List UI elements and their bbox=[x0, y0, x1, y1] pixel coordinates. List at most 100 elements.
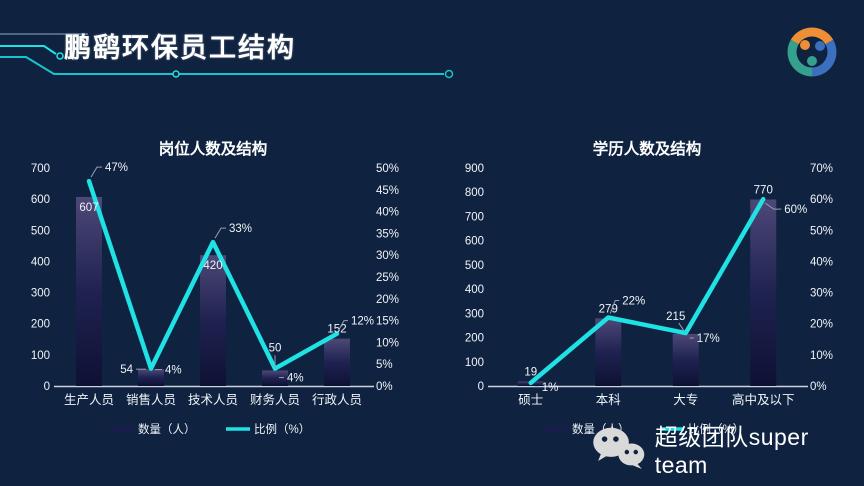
left-axis-tick: 600 bbox=[31, 194, 50, 206]
category-label: 本科 bbox=[596, 393, 622, 407]
left-axis-tick: 500 bbox=[465, 260, 484, 272]
right-axis-tick: 0% bbox=[376, 381, 393, 393]
bar bbox=[200, 255, 226, 386]
line-series bbox=[86, 178, 340, 371]
leader-line bbox=[338, 320, 348, 330]
left-axis-tick: 0 bbox=[44, 381, 50, 393]
right-axis-tick: 60% bbox=[810, 194, 833, 206]
watermark-text: 超级团队super team bbox=[654, 423, 809, 478]
leader-line bbox=[678, 322, 686, 333]
left-axis-tick: 400 bbox=[31, 256, 50, 268]
left-axis-tick: 300 bbox=[465, 308, 484, 320]
logo-arc-teal bbox=[787, 39, 813, 77]
line-value-label: 47% bbox=[105, 162, 128, 174]
leader-line bbox=[764, 202, 782, 210]
bar bbox=[138, 369, 164, 386]
axis-ticks: 0 100 200 300 400 500 600 700 800 900 0% 10% 20% 30% 4… bbox=[465, 163, 833, 393]
left-axis-tick: 600 bbox=[465, 236, 484, 248]
right-axis-tick: 40% bbox=[376, 207, 399, 219]
right-axis-tick: 10% bbox=[376, 337, 399, 349]
left-axis-tick: 700 bbox=[31, 163, 50, 175]
bar bbox=[324, 338, 350, 386]
bar-value-label: 607 bbox=[79, 202, 98, 214]
chart-svg: 岗位人数及结构 0 100 200 300 400 500 600 700 0% 5% 10% 15% 2… bbox=[31, 139, 399, 436]
right-axis-tick: 25% bbox=[376, 272, 399, 284]
right-axis-tick: 15% bbox=[376, 316, 399, 328]
right-axis-tick: 50% bbox=[376, 163, 399, 175]
leader-line bbox=[90, 166, 102, 178]
category-label: 行政人员 bbox=[312, 393, 362, 407]
bar bbox=[595, 318, 622, 386]
right-axis-tick: 40% bbox=[810, 256, 833, 268]
watermark: 超级团队super team bbox=[590, 422, 864, 478]
left-axis-tick: 300 bbox=[31, 288, 50, 300]
right-axis-tick: 20% bbox=[810, 319, 833, 331]
line-value-label: 22% bbox=[622, 295, 645, 307]
bar-value-labels: 607 54 420 50 152 bbox=[79, 202, 346, 376]
left-axis-tick: 700 bbox=[465, 211, 484, 223]
bar-series bbox=[517, 199, 777, 386]
line-value-label: 4% bbox=[287, 373, 304, 385]
chart-svg: 学历人数及结构 0 100 200 300 400 500 600 700 800 900 0% 10%… bbox=[465, 139, 833, 436]
category-label: 生产人员 bbox=[64, 393, 114, 407]
right-axis-tick: 35% bbox=[376, 228, 399, 240]
right-axis-tick: 5% bbox=[376, 359, 393, 371]
bar-value-label: 54 bbox=[120, 364, 133, 376]
left-axis-tick: 200 bbox=[31, 319, 50, 331]
category-label: 销售人员 bbox=[126, 392, 176, 407]
category-label: 硕士 bbox=[518, 393, 543, 407]
right-axis-tick: 30% bbox=[376, 250, 399, 262]
legend-label-bar: 数量（人） bbox=[138, 422, 196, 436]
company-logo bbox=[787, 27, 837, 77]
left-axis-tick: 800 bbox=[465, 187, 484, 199]
logo-arc-blue bbox=[811, 39, 837, 77]
category-label: 财务人员 bbox=[250, 392, 300, 407]
right-axis-tick: 30% bbox=[810, 288, 833, 300]
bar bbox=[750, 199, 777, 386]
category-label: 大专 bbox=[673, 392, 698, 407]
line-value-label: 33% bbox=[229, 223, 252, 235]
education-structure-chart: 学历人数及结构 0 100 200 300 400 500 600 700 800 900 0% 10%… bbox=[444, 128, 864, 446]
line-value-label: 12% bbox=[351, 316, 374, 328]
left-axis-tick: 900 bbox=[465, 163, 484, 175]
bar-value-label: 19 bbox=[524, 366, 537, 378]
axis-ticks: 0 100 200 300 400 500 600 700 0% 5% 10% 15% 20% 25% 30… bbox=[31, 163, 399, 393]
legend-label-line: 比例（%） bbox=[254, 422, 310, 436]
legend: 数量（人） 比例（%） bbox=[110, 422, 310, 436]
category-label: 高中及以下 bbox=[732, 392, 795, 407]
page-title: 鹏鹞环保员工结构 bbox=[64, 33, 296, 63]
leader-line bbox=[609, 299, 620, 314]
category-label: 技术人员 bbox=[188, 393, 238, 407]
left-axis-tick: 0 bbox=[478, 381, 484, 393]
right-axis-tick: 0% bbox=[810, 381, 827, 393]
line-value-label: 1% bbox=[542, 382, 559, 394]
wechat-icon bbox=[593, 427, 645, 470]
logo-arc-orange bbox=[790, 27, 834, 45]
right-axis-tick: 45% bbox=[376, 185, 399, 197]
circuit-decoration bbox=[0, 33, 454, 79]
line-value-labels: 47% 4% 33% 4% 12% bbox=[90, 162, 374, 385]
right-axis-tick: 10% bbox=[810, 350, 833, 362]
left-axis-tick: 200 bbox=[465, 333, 484, 345]
bar-value-label: 215 bbox=[666, 311, 685, 323]
right-axis-tick: 70% bbox=[810, 163, 833, 175]
bar bbox=[262, 370, 288, 386]
line-value-label: 17% bbox=[697, 333, 720, 345]
right-axis-tick: 20% bbox=[376, 294, 399, 306]
line-value-label: 4% bbox=[165, 365, 182, 377]
bar-value-label: 770 bbox=[754, 184, 773, 196]
bar-value-label: 152 bbox=[327, 324, 346, 336]
line-value-label: 60% bbox=[784, 204, 807, 216]
bar-value-label: 279 bbox=[599, 303, 618, 315]
bar bbox=[76, 196, 102, 386]
left-axis-tick: 100 bbox=[31, 350, 50, 362]
chart-title: 学历人数及结构 bbox=[593, 139, 702, 158]
position-structure-chart: 岗位人数及结构 0 100 200 300 400 500 600 700 0% 5% 10% 15% 2… bbox=[10, 128, 430, 446]
left-axis-tick: 100 bbox=[465, 357, 484, 369]
line-value-labels: 1% 22% 17% 60% bbox=[534, 202, 807, 394]
bar-value-label: 420 bbox=[203, 260, 222, 272]
right-axis-tick: 50% bbox=[810, 225, 833, 237]
bar-series bbox=[76, 196, 350, 386]
bar-value-labels: 19 279 215 770 bbox=[524, 184, 772, 378]
